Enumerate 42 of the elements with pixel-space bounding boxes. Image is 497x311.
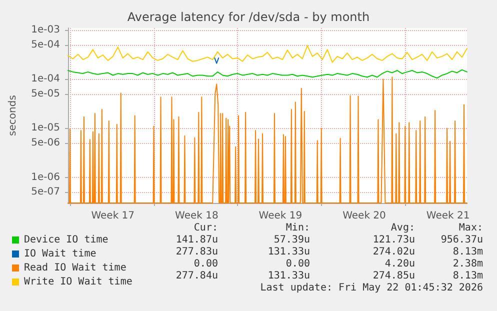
text: 277.84u xyxy=(176,270,218,282)
y-tick-label: 5e-04 xyxy=(31,39,60,50)
text: 121.73u xyxy=(372,234,415,246)
legend-label: Device IO time xyxy=(24,234,108,246)
text: 277.83u xyxy=(176,246,218,258)
text: 2.38m xyxy=(452,258,483,270)
text: 141.87u xyxy=(176,234,218,246)
x-tick-label: Week 19 xyxy=(258,210,302,222)
x-tick-label: Week 20 xyxy=(342,210,386,222)
legend-label: Write IO Wait time xyxy=(24,276,132,288)
line-series xyxy=(68,45,468,63)
y-tick-label: 5e-06 xyxy=(31,138,60,149)
legend-label: IO Wait time xyxy=(24,248,96,260)
line-series xyxy=(68,69,468,79)
text: 274.02u xyxy=(372,246,415,258)
text: 131.33u xyxy=(268,270,310,282)
text: 57.39u xyxy=(274,234,310,246)
y-tick-label: 1e-06 xyxy=(31,172,60,183)
chart-title: Average latency for /dev/sda - by month xyxy=(127,10,370,24)
text: Max: xyxy=(458,222,483,234)
text: Last update: Fri May 22 01:45:32 2026 xyxy=(260,282,483,294)
x-tick-label: Week 21 xyxy=(426,210,470,222)
text: 274.85u xyxy=(372,270,415,282)
text: Min: xyxy=(286,222,310,234)
y-tick-label: 5e-07 xyxy=(31,186,60,198)
text: Cur: xyxy=(194,222,218,234)
y-tick-label: 5e-05 xyxy=(31,88,60,100)
text: 0.00 xyxy=(286,258,310,270)
y-tick-label: 1e-05 xyxy=(31,122,60,134)
text: 8.13m xyxy=(452,246,483,258)
text: 4.20u xyxy=(384,258,415,270)
text: Avg: xyxy=(390,222,415,234)
text: 131.33u xyxy=(268,246,310,258)
y-axis-title: seconds xyxy=(8,95,18,136)
x-tick-label: Week 18 xyxy=(175,210,218,222)
x-tick-label: Week 17 xyxy=(91,210,135,222)
y-tick-label: 1e-04 xyxy=(31,74,60,85)
legend-label: Read IO Wait time xyxy=(24,262,126,274)
text: 0.00 xyxy=(194,258,218,270)
text: 8.13m xyxy=(452,270,483,282)
text: 956.37u xyxy=(440,234,483,246)
y-tick-label: 1e-03 xyxy=(31,24,60,36)
